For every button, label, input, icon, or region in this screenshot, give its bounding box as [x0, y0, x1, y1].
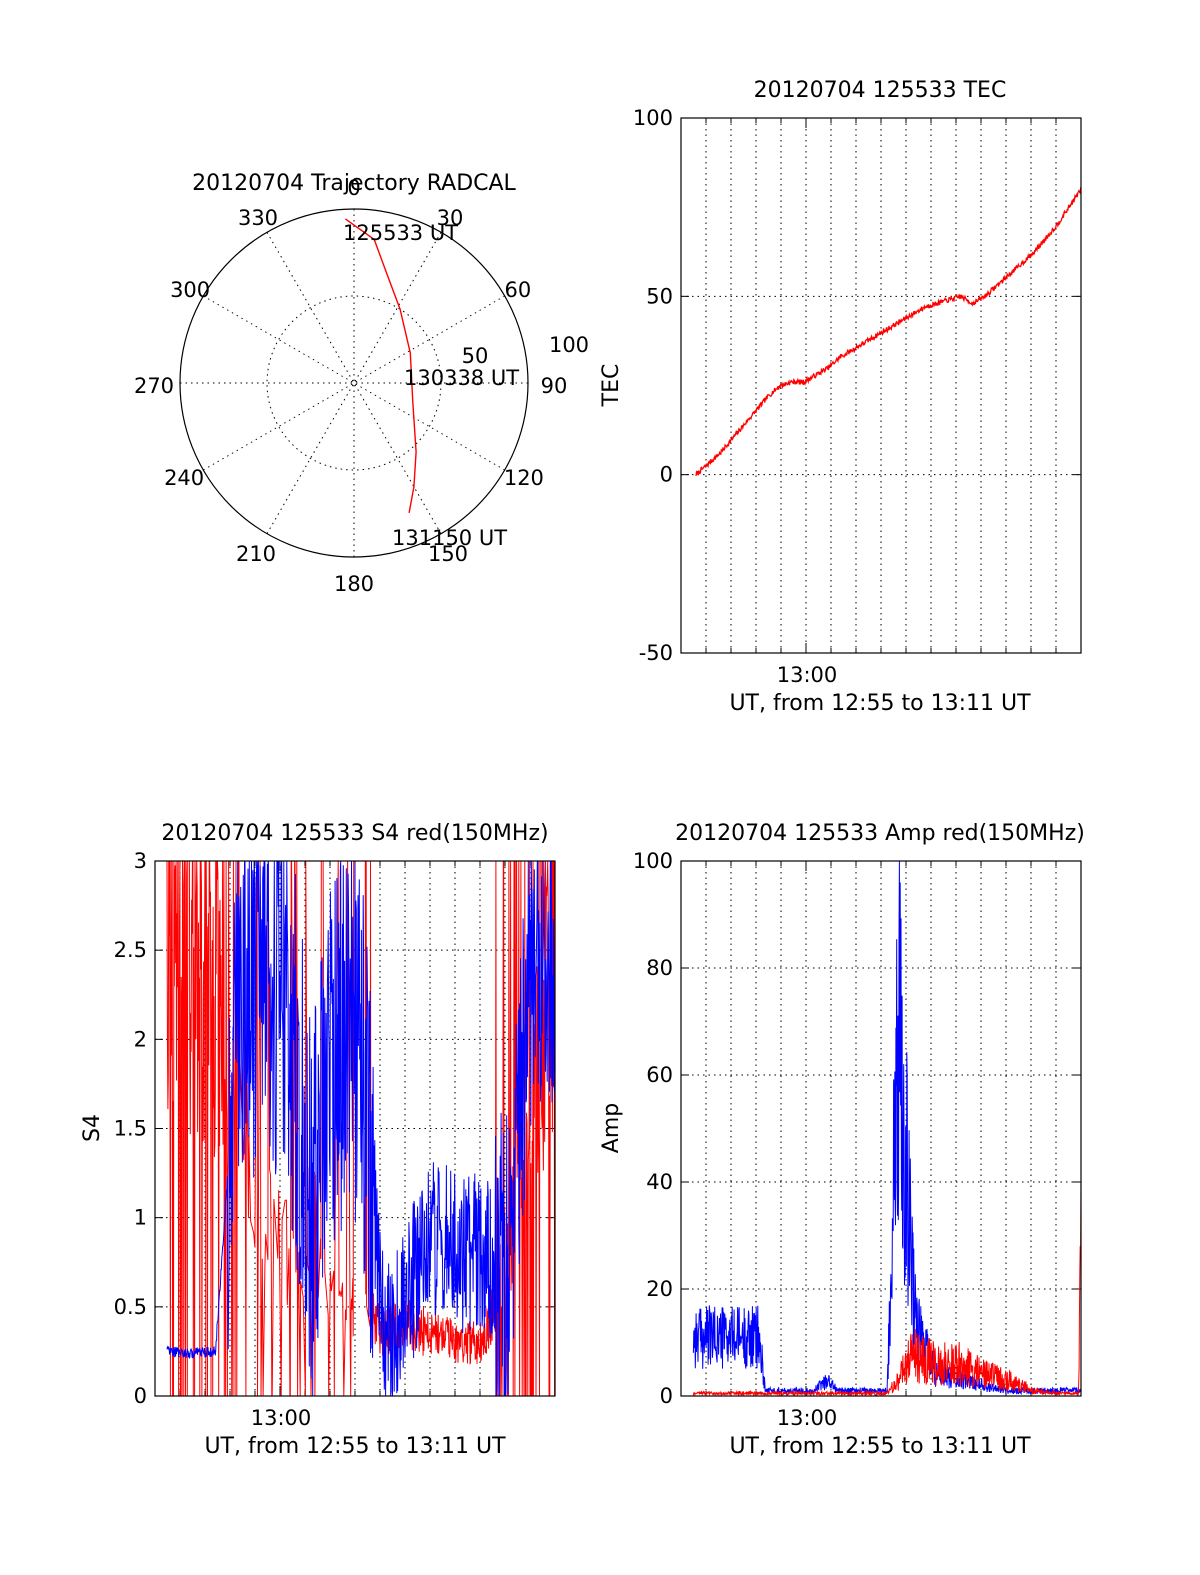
polar-angle-label: 60	[505, 278, 532, 302]
amp-title: 20120704 125533 Amp red(150MHz)	[675, 821, 1085, 846]
amp-y-tick-label: 60	[646, 1063, 673, 1087]
tec-y-ticks: -50 0 50 100	[633, 106, 1082, 665]
s4-y-tick-label: 1	[134, 1206, 147, 1230]
s4-y-axis-label: S4	[80, 1114, 105, 1142]
tec-y-tick-label: -50	[639, 641, 673, 665]
s4-y-tick-label: 1.5	[114, 1117, 147, 1141]
amp-panel: 20120704 125533 Amp red(150MHz) 0 20 40 60 8…	[599, 821, 1085, 1459]
amp-y-tick-label: 0	[660, 1384, 673, 1408]
s4-plot-frame	[154, 860, 556, 1397]
s4-y-tick-label: 2.5	[114, 938, 147, 962]
polar-angle-label: 90	[541, 374, 568, 398]
polar-grid-circle	[266, 295, 442, 471]
polar-annotation-end: 131150 UT	[392, 526, 507, 550]
s4-x-axis-label: UT, from 12:55 to 13:11 UT	[204, 1434, 506, 1459]
tec-y-tick-label: 0	[660, 463, 673, 487]
amp-series-red	[692, 1179, 1082, 1398]
tec-plot-frame	[680, 117, 1082, 654]
s4-panel: 20120704 125533 S4 red(150MHz) 0 0.5 1 1.5 2…	[80, 821, 556, 1459]
polar-angle-label: 180	[334, 572, 374, 596]
polar-angle-label: 300	[170, 278, 210, 302]
polar-annotation-mid: 130338 UT	[404, 366, 519, 390]
polar-angle-label: 150	[428, 542, 468, 566]
polar-angle-label: 30	[437, 206, 464, 230]
polar-title: 20120704 Trajectory RADCAL	[192, 171, 516, 196]
tec-panel: 20120704 125533 TEC -50 0 50 100 13:00 UT, …	[599, 78, 1082, 716]
s4-y-tick-label: 3	[134, 849, 147, 873]
polar-angle-labels: 0 30 60 90 120 150 180 210 240 270 300 330	[134, 176, 567, 596]
polar-annotation-start: 125533 UT	[343, 221, 458, 245]
polar-trajectory-panel: 20120704 Trajectory RADCAL 0 30 60 90 120 150…	[134, 171, 589, 596]
polar-angle-label: 330	[238, 206, 278, 230]
amp-grid	[681, 861, 1081, 1396]
s4-y-tick-label: 2	[134, 1027, 147, 1051]
s4-y-tick-label: 0	[134, 1384, 147, 1408]
polar-outer-circle	[179, 208, 529, 558]
s4-series-blue	[166, 860, 556, 1397]
tec-y-tick-label: 50	[646, 284, 673, 308]
polar-angle-label: 270	[134, 374, 174, 398]
tec-y-tick-label: 100	[633, 106, 673, 130]
polar-angle-label: 120	[504, 466, 544, 490]
polar-angle-label: 0	[347, 176, 360, 200]
amp-y-tick-label: 40	[646, 1170, 673, 1194]
amp-y-tick-label: 80	[646, 956, 673, 980]
amp-series-blue	[692, 860, 1082, 1396]
tec-x-tick-label: 13:00	[777, 663, 838, 687]
amp-y-tick-label: 100	[633, 849, 673, 873]
amp-y-tick-label: 20	[646, 1277, 673, 1301]
tec-y-axis-label: TEC	[599, 364, 624, 408]
polar-angle-label: 240	[164, 466, 204, 490]
polar-grid	[180, 209, 528, 557]
tec-series-line	[695, 186, 1082, 477]
amp-y-axis-label: Amp	[599, 1103, 624, 1153]
amp-x-axis-label: UT, from 12:55 to 13:11 UT	[729, 1434, 1031, 1459]
s4-y-tick-label: 0.5	[114, 1295, 147, 1319]
tec-grid	[681, 118, 1081, 653]
polar-trajectory-line	[344, 218, 417, 514]
s4-series	[166, 860, 556, 1397]
amp-y-ticks: 0 20 40 60 80 100	[633, 849, 1082, 1408]
polar-angle-label: 210	[236, 542, 276, 566]
tec-x-axis-label: UT, from 12:55 to 13:11 UT	[729, 691, 1031, 716]
s4-x-tick-label: 13:00	[251, 1406, 312, 1430]
polar-radial-label: 50	[462, 344, 489, 368]
amp-series	[692, 860, 1082, 1398]
s4-title: 20120704 125533 S4 red(150MHz)	[161, 821, 548, 846]
polar-radial-label: 100	[549, 333, 589, 357]
tec-title: 20120704 125533 TEC	[754, 78, 1007, 103]
amp-x-tick-label: 13:00	[777, 1406, 838, 1430]
amp-plot-frame	[680, 860, 1082, 1397]
